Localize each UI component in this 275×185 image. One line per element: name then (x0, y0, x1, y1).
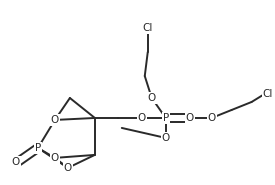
Text: Cl: Cl (142, 23, 153, 33)
Text: P: P (35, 143, 41, 153)
Text: O: O (208, 113, 216, 123)
Text: O: O (138, 113, 146, 123)
Text: O: O (148, 93, 156, 103)
Text: O: O (186, 113, 194, 123)
Text: O: O (51, 115, 59, 125)
Text: O: O (162, 133, 170, 143)
Text: Cl: Cl (263, 89, 273, 99)
Text: O: O (64, 163, 72, 173)
Text: O: O (12, 157, 20, 167)
Text: O: O (51, 153, 59, 163)
Text: P: P (163, 113, 169, 123)
